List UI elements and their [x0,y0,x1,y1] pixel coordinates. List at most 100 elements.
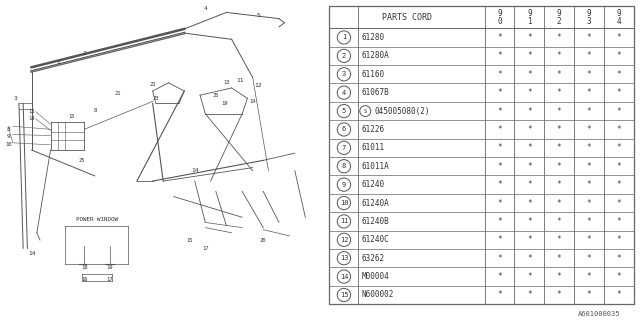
Text: *: * [527,217,532,226]
Text: 5: 5 [342,108,346,114]
Text: *: * [497,162,502,171]
Text: 16: 16 [81,277,88,282]
Circle shape [337,141,351,155]
Text: *: * [616,88,621,97]
Text: 8: 8 [93,108,97,113]
Text: *: * [557,180,561,189]
Text: *: * [616,254,621,263]
Text: POWER WINDOW: POWER WINDOW [76,217,118,222]
Text: *: * [616,291,621,300]
Text: *: * [587,162,591,171]
Text: 61240A: 61240A [362,198,389,208]
Text: 14: 14 [191,168,198,173]
Text: 25: 25 [79,158,85,163]
Text: *: * [587,125,591,134]
Text: 61226: 61226 [362,125,385,134]
Text: 63262: 63262 [362,254,385,263]
Text: 9
1: 9 1 [527,9,532,26]
Text: *: * [527,272,532,281]
Text: *: * [497,198,502,208]
Circle shape [337,270,351,283]
Text: 12: 12 [254,84,262,88]
Text: 8: 8 [6,127,10,132]
Text: 61240: 61240 [362,180,385,189]
Text: *: * [557,143,561,152]
Text: 1: 1 [56,60,60,65]
Text: *: * [616,180,621,189]
Text: 15: 15 [186,237,193,243]
Text: *: * [497,272,502,281]
Text: *: * [527,107,532,116]
Text: *: * [527,180,532,189]
Text: N600002: N600002 [362,291,394,300]
Text: *: * [497,52,502,60]
Text: *: * [616,162,621,171]
Circle shape [337,86,351,99]
Text: 18: 18 [81,266,88,270]
Text: *: * [616,198,621,208]
Circle shape [337,233,351,246]
Text: 15: 15 [340,292,348,298]
Text: 3: 3 [14,96,18,101]
Text: 3: 3 [342,71,346,77]
Text: *: * [616,235,621,244]
Text: *: * [587,143,591,152]
Text: *: * [557,70,561,79]
Text: *: * [527,33,532,42]
Text: *: * [557,254,561,263]
Text: *: * [587,198,591,208]
Text: *: * [527,254,532,263]
Text: S: S [364,108,367,114]
Text: *: * [557,52,561,60]
Text: 61240B: 61240B [362,217,389,226]
Text: 13: 13 [223,80,230,85]
Text: 15: 15 [68,115,75,119]
Text: *: * [557,88,561,97]
Circle shape [337,104,351,118]
Circle shape [337,252,351,265]
Text: *: * [527,52,532,60]
Text: 9
4: 9 4 [616,9,621,26]
Text: 25: 25 [212,93,219,98]
Text: 9
2: 9 2 [557,9,561,26]
Text: *: * [616,143,621,152]
Text: *: * [557,162,561,171]
Text: *: * [497,107,502,116]
Text: 2: 2 [83,51,86,56]
Circle shape [337,123,351,136]
Text: 045005080(2): 045005080(2) [374,107,429,116]
Text: 61067B: 61067B [362,88,389,97]
Text: PARTS CORD: PARTS CORD [382,13,432,22]
Text: *: * [557,198,561,208]
Text: 61240C: 61240C [362,235,389,244]
Circle shape [337,31,351,44]
Text: 21: 21 [115,91,121,96]
Text: *: * [616,33,621,42]
Text: 22: 22 [149,82,156,87]
Text: 14: 14 [250,99,256,104]
Text: 9: 9 [6,134,10,139]
Text: *: * [527,70,532,79]
Text: *: * [497,70,502,79]
Text: *: * [557,291,561,300]
Text: 61280A: 61280A [362,52,389,60]
Text: 19: 19 [106,266,113,270]
Text: 9
3: 9 3 [587,9,591,26]
Text: 61011A: 61011A [362,162,389,171]
Text: 14: 14 [340,274,348,280]
Text: 10: 10 [5,142,12,147]
Text: *: * [616,125,621,134]
Text: *: * [587,272,591,281]
Text: *: * [497,33,502,42]
Text: *: * [527,198,532,208]
Text: *: * [587,70,591,79]
Text: 10: 10 [340,200,348,206]
Text: *: * [587,291,591,300]
Text: 5: 5 [256,13,260,18]
Text: 17: 17 [106,277,113,282]
Text: *: * [527,88,532,97]
Text: 1: 1 [342,35,346,40]
Text: *: * [497,125,502,134]
Text: 11: 11 [340,219,348,224]
Text: *: * [587,254,591,263]
